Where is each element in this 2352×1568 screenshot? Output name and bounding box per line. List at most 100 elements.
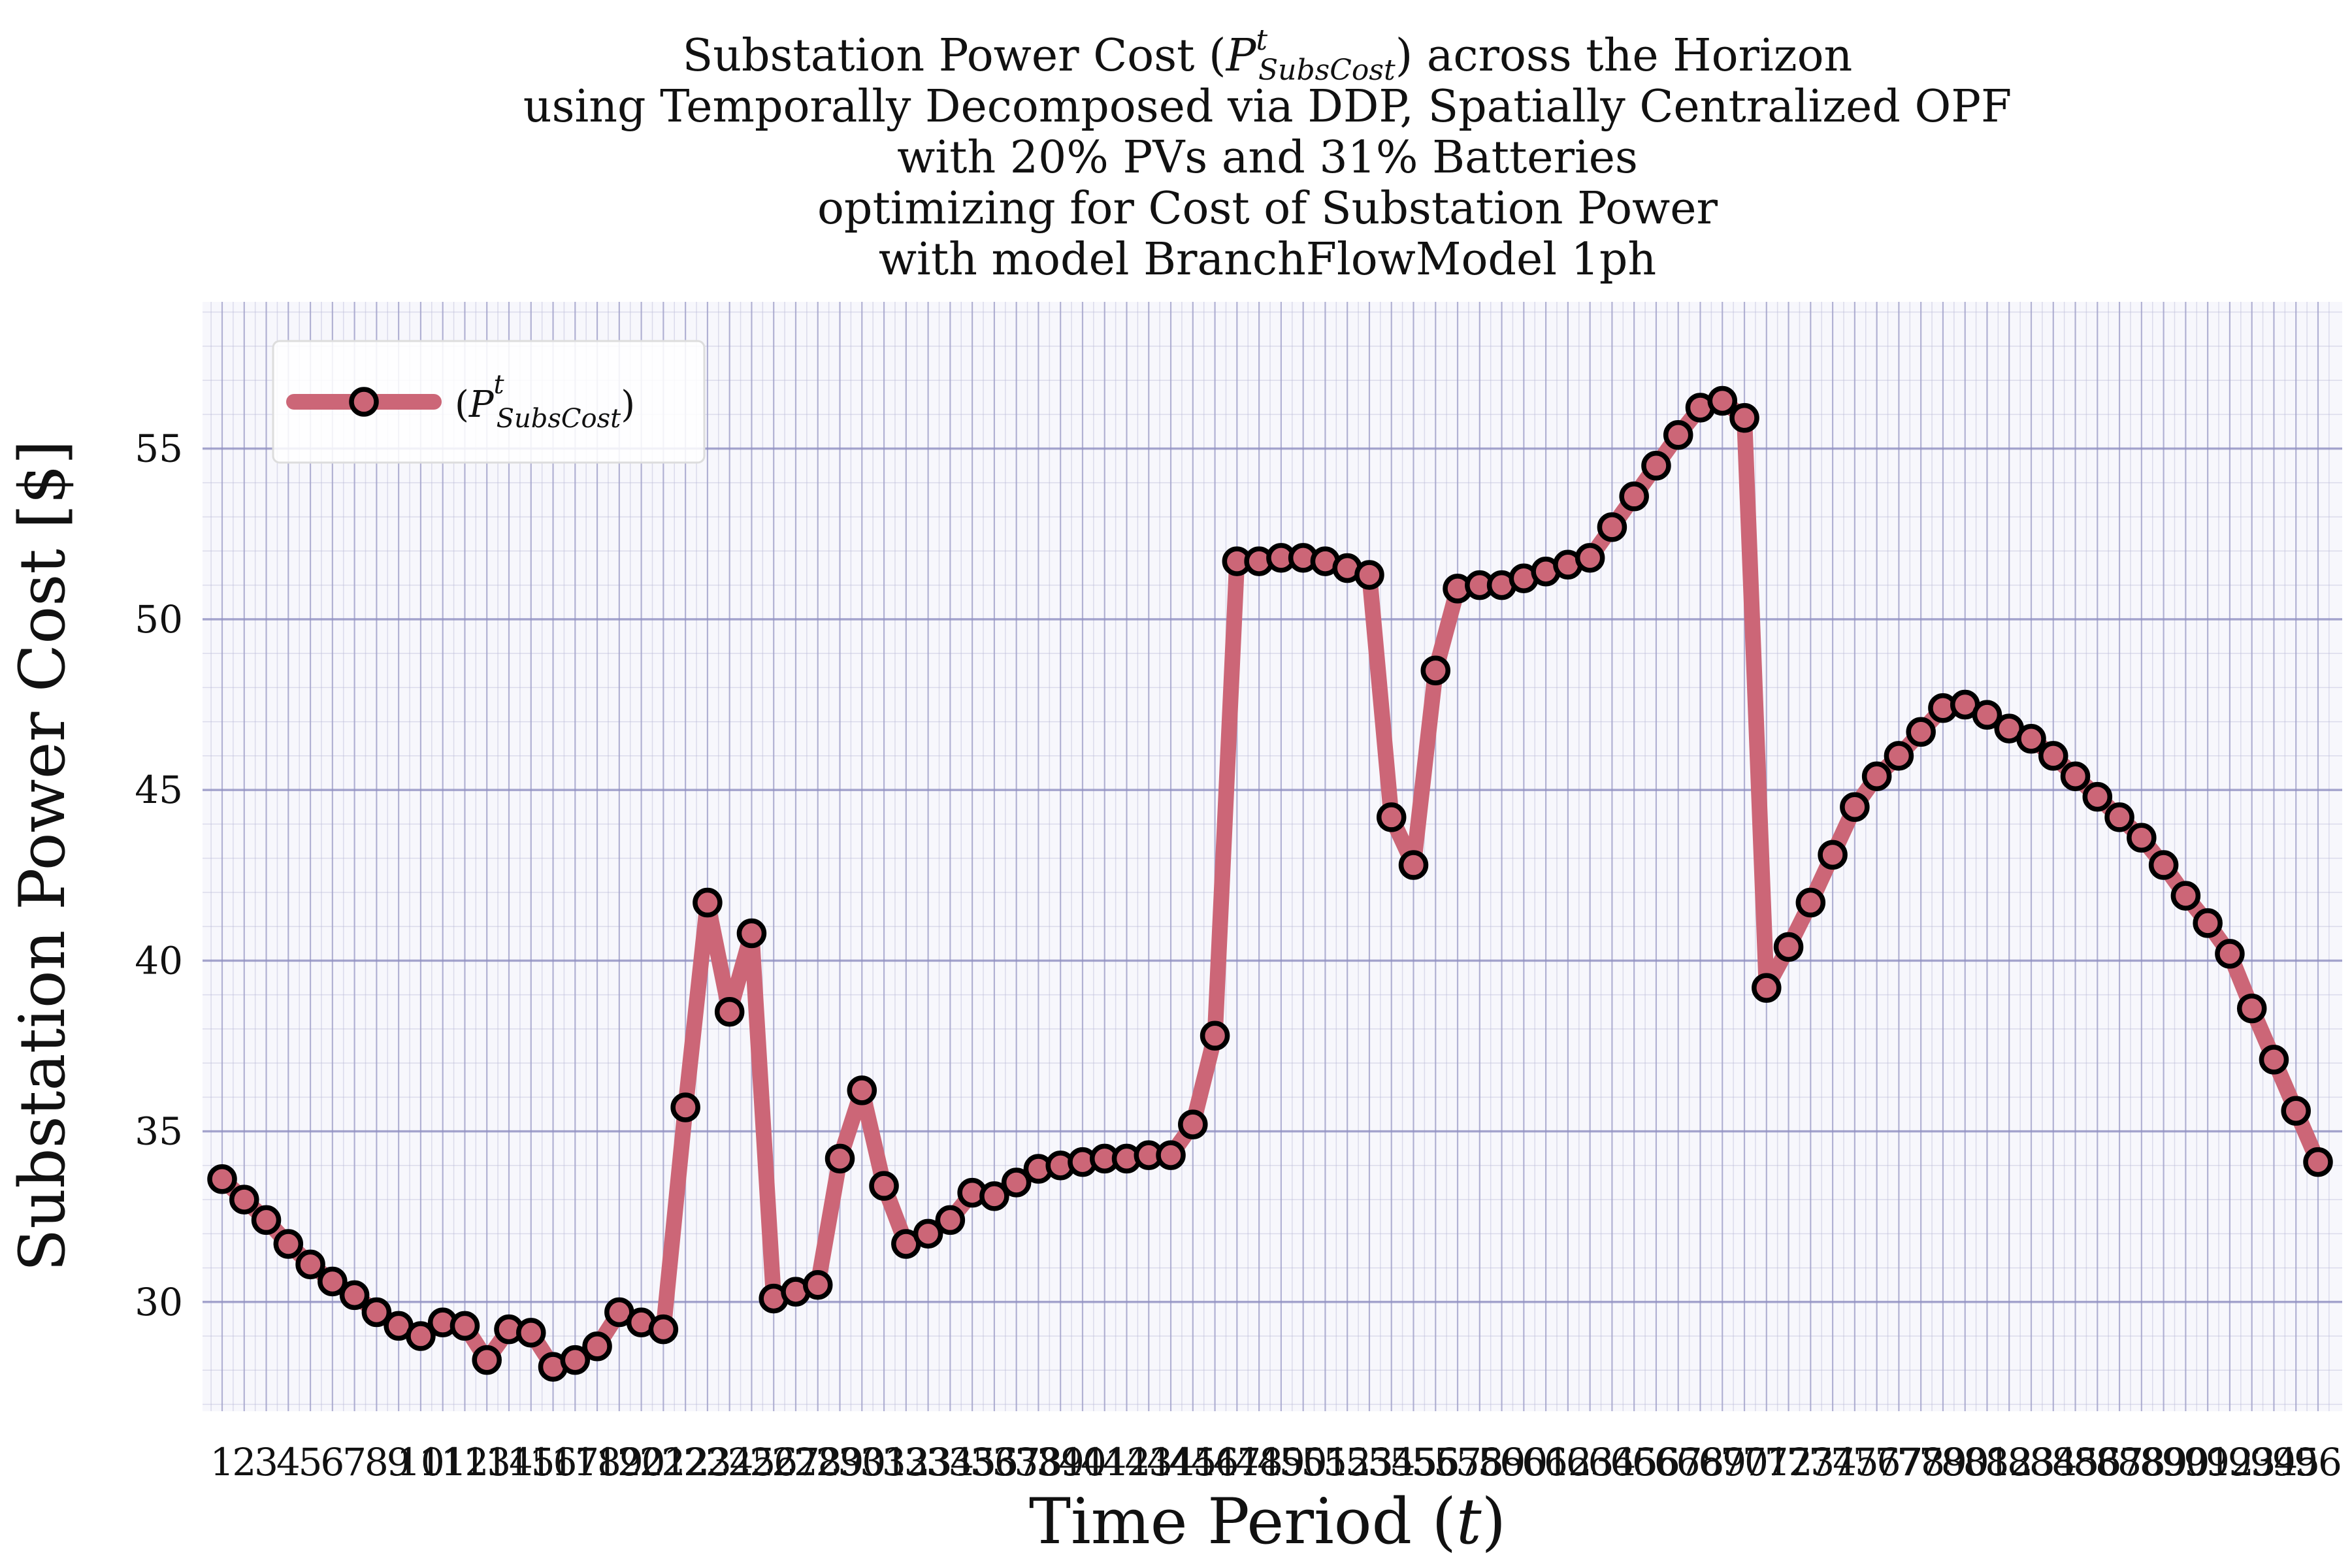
- x-tick-label: 34: [926, 1440, 974, 1484]
- x-tick-label: 79: [1919, 1440, 1967, 1484]
- x-tick-label: 8: [365, 1440, 389, 1484]
- x-tick-label: 61: [1522, 1440, 1570, 1484]
- x-tick-label: 84: [2029, 1440, 2078, 1484]
- data-point: [1663, 420, 1693, 450]
- data-point: [1729, 402, 1759, 433]
- x-tick-label: 39: [1036, 1440, 1085, 1484]
- x-tick-label: 40: [1058, 1440, 1107, 1484]
- x-tick-label: 62: [1544, 1440, 1592, 1484]
- x-tick-label: 83: [2007, 1440, 2055, 1484]
- x-tick-label: 52: [1323, 1440, 1371, 1484]
- x-tick-label: 22: [661, 1440, 710, 1484]
- data-point: [1972, 700, 2002, 730]
- y-axis-label: Substation Power Cost [$]: [6, 440, 79, 1271]
- data-point: [318, 1266, 348, 1297]
- x-tick-label: 38: [1015, 1440, 1063, 1484]
- x-tick-label: 7: [342, 1440, 367, 1484]
- x-tick-label: 71: [1742, 1440, 1791, 1484]
- data-point: [1752, 973, 1782, 1003]
- y-axis-title: Substation Power Cost [$]: [6, 440, 79, 1271]
- data-point: [736, 918, 767, 949]
- data-point: [1597, 512, 1627, 542]
- data-point: [979, 1181, 1009, 1211]
- legend-marker-swatch: [349, 387, 379, 417]
- data-point: [449, 1311, 480, 1341]
- data-point: [1861, 761, 1892, 791]
- data-point: [361, 1297, 392, 1328]
- x-tick-label: 31: [860, 1440, 908, 1484]
- x-tick-label: 55: [1390, 1440, 1438, 1484]
- x-tick-label: 19: [595, 1440, 644, 1484]
- x-tick-label: 9: [387, 1440, 411, 1484]
- x-tick-label: 25: [728, 1440, 776, 1484]
- x-tick-label: 4: [276, 1440, 301, 1484]
- x-tick-label: 30: [838, 1440, 886, 1484]
- x-tick-label: 95: [2272, 1440, 2320, 1484]
- data-point: [2104, 802, 2134, 832]
- x-tick-label: 81: [1963, 1440, 2012, 1484]
- x-tick-label: 42: [1103, 1440, 1151, 1484]
- x-tick-label: 44: [1147, 1440, 1195, 1484]
- data-point: [1575, 543, 1605, 573]
- x-tick-label: 3: [254, 1440, 278, 1484]
- data-point: [670, 1092, 700, 1122]
- x-tick-label: 51: [1301, 1440, 1350, 1484]
- x-tick-label: 27: [772, 1440, 820, 1484]
- x-tick-label: 43: [1124, 1440, 1173, 1484]
- x-tick-label: 26: [749, 1440, 798, 1484]
- data-point: [1178, 1109, 1208, 1139]
- x-tick-label: 60: [1499, 1440, 1548, 1484]
- x-tick-labels: 1234567891011121314151617181920212223242…: [210, 1440, 2342, 1484]
- x-tick-label: 24: [706, 1440, 754, 1484]
- x-tick-label: 66: [1632, 1440, 1680, 1484]
- x-tick-label: 12: [441, 1440, 489, 1484]
- data-point: [2016, 724, 2046, 754]
- data-point: [1200, 1021, 1230, 1051]
- legend: (Pt SubsCost): [272, 340, 706, 464]
- x-tick-label: 80: [1941, 1440, 1989, 1484]
- x-tick-label: 2: [232, 1440, 256, 1484]
- data-point: [1420, 655, 1451, 686]
- data-point: [2170, 881, 2201, 911]
- data-point: [339, 1280, 370, 1311]
- x-tick-label: 67: [1654, 1440, 1703, 1484]
- y-tick-label: 55: [135, 427, 183, 471]
- x-tick-label: 57: [1433, 1440, 1482, 1484]
- data-point: [913, 1218, 943, 1249]
- title-line: Substation Power Cost (Pt SubsCost) acros…: [683, 24, 1853, 87]
- major-grid: [203, 302, 2342, 1411]
- data-point: [1376, 802, 1407, 832]
- x-tick-label: 6: [320, 1440, 344, 1484]
- data-point: [1001, 1168, 1032, 1198]
- data-point: [2281, 1096, 2311, 1126]
- x-tick-label: 86: [2073, 1440, 2121, 1484]
- x-tick-label: 77: [1874, 1440, 1923, 1484]
- data-point: [2236, 993, 2267, 1024]
- x-tick-label: 92: [2206, 1440, 2254, 1484]
- data-point: [869, 1171, 899, 1201]
- data-point: [714, 996, 745, 1027]
- x-tick-label: 20: [617, 1440, 666, 1484]
- data-point: [825, 1143, 855, 1174]
- data-point: [516, 1318, 546, 1348]
- data-point: [2303, 1147, 2333, 1177]
- data-point: [1619, 482, 1649, 512]
- x-tick-label: 78: [1897, 1440, 1945, 1484]
- data-point: [1707, 385, 1738, 416]
- data-point: [2127, 823, 2157, 853]
- data-point: [1795, 887, 1826, 918]
- x-tick-label: 59: [1478, 1440, 1526, 1484]
- y-tick-label: 35: [135, 1109, 183, 1154]
- x-tick-label: 11: [419, 1440, 467, 1484]
- x-tick-label: 35: [948, 1440, 996, 1484]
- x-tick-label: 23: [683, 1440, 732, 1484]
- x-tick-label: 28: [794, 1440, 842, 1484]
- y-tick-labels: 30 35 40 45 50 55: [135, 427, 183, 1324]
- title-line: with model BranchFlowModel 1ph: [879, 234, 1656, 286]
- x-tick-label: 32: [882, 1440, 930, 1484]
- x-tick-label: 49: [1257, 1440, 1305, 1484]
- data-point: [251, 1205, 282, 1235]
- x-tick-label: 73: [1786, 1440, 1835, 1484]
- x-tick-label: 93: [2228, 1440, 2276, 1484]
